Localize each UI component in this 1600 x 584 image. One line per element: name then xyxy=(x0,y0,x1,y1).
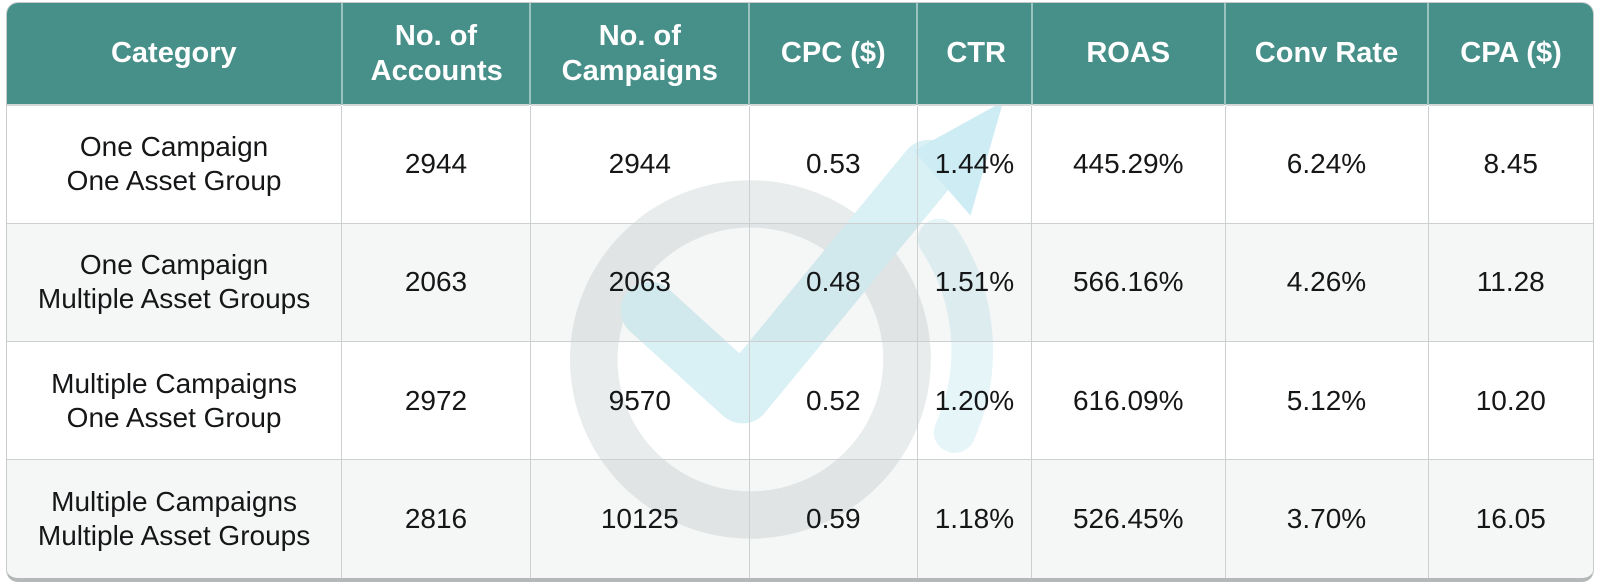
table-row: One Campaign Multiple Asset Groups 2063 … xyxy=(7,222,1593,342)
column-header-cpc: CPC ($) xyxy=(749,3,919,105)
cell-accounts: 2816 xyxy=(341,459,531,578)
table-body: One Campaign One Asset Group 2944 2944 0… xyxy=(7,103,1593,578)
category-line: One Asset Group xyxy=(66,401,282,433)
category-line: Multiple Asset Groups xyxy=(37,520,311,552)
cell-cpa: 16.05 xyxy=(1428,459,1593,578)
cell-category: One Campaign One Asset Group xyxy=(7,103,343,224)
cell-campaigns: 2944 xyxy=(530,103,750,224)
cell-ctr: 1.20% xyxy=(917,340,1033,460)
category-line: One Campaign xyxy=(79,131,269,163)
column-header-cpa: CPA ($) xyxy=(1428,3,1593,105)
cell-roas: 526.45% xyxy=(1031,459,1226,578)
table-row: Multiple Campaigns Multiple Asset Groups… xyxy=(7,459,1593,578)
cell-campaigns: 10125 xyxy=(530,459,750,578)
cell-roas: 445.29% xyxy=(1031,103,1226,224)
cell-category: One Campaign Multiple Asset Groups xyxy=(7,222,343,342)
cell-category: Multiple Campaigns One Asset Group xyxy=(7,340,343,460)
cell-roas: 566.16% xyxy=(1031,222,1226,342)
cell-ctr: 1.51% xyxy=(917,222,1033,342)
cell-ctr: 1.44% xyxy=(917,103,1033,224)
metrics-table: Category No. of Accounts No. of Campaign… xyxy=(7,3,1593,578)
cell-cpc: 0.53 xyxy=(749,103,918,224)
cell-conv-rate: 6.24% xyxy=(1225,103,1429,224)
column-header-category: Category xyxy=(7,3,343,105)
header-row: Category No. of Accounts No. of Campaign… xyxy=(7,3,1593,105)
cell-roas: 616.09% xyxy=(1031,340,1226,460)
table-row: Multiple Campaigns One Asset Group 2972 … xyxy=(7,340,1593,460)
column-header-roas: ROAS xyxy=(1031,3,1227,105)
cell-conv-rate: 4.26% xyxy=(1225,222,1429,342)
cell-ctr: 1.18% xyxy=(917,459,1033,578)
cell-cpa: 11.28 xyxy=(1428,222,1593,342)
column-header-ctr: CTR xyxy=(917,3,1033,105)
column-header-campaigns: No. of Campaigns xyxy=(530,3,751,105)
metrics-table-card: Category No. of Accounts No. of Campaign… xyxy=(6,2,1594,582)
cell-accounts: 2063 xyxy=(341,222,531,342)
column-header-accounts: No. of Accounts xyxy=(341,3,532,105)
cell-category: Multiple Campaigns Multiple Asset Groups xyxy=(7,459,343,578)
table-header: Category No. of Accounts No. of Campaign… xyxy=(7,3,1593,105)
cell-accounts: 2944 xyxy=(341,103,531,224)
cell-campaigns: 2063 xyxy=(530,222,750,342)
table-row: One Campaign One Asset Group 2944 2944 0… xyxy=(7,103,1593,224)
cell-cpa: 10.20 xyxy=(1428,340,1593,460)
column-header-conv-rate: Conv Rate xyxy=(1225,3,1429,105)
cell-cpc: 0.59 xyxy=(749,459,918,578)
cell-conv-rate: 3.70% xyxy=(1225,459,1429,578)
category-line: Multiple Asset Groups xyxy=(37,283,311,315)
cell-cpc: 0.48 xyxy=(749,222,918,342)
cell-campaigns: 9570 xyxy=(530,340,750,460)
cell-conv-rate: 5.12% xyxy=(1225,340,1429,460)
category-line: Multiple Campaigns xyxy=(51,486,298,518)
category-line: One Campaign xyxy=(79,249,269,281)
cell-cpc: 0.52 xyxy=(749,340,918,460)
category-line: Multiple Campaigns xyxy=(51,367,298,399)
cell-accounts: 2972 xyxy=(341,340,531,460)
category-line: One Asset Group xyxy=(66,165,282,197)
cell-cpa: 8.45 xyxy=(1428,103,1593,224)
